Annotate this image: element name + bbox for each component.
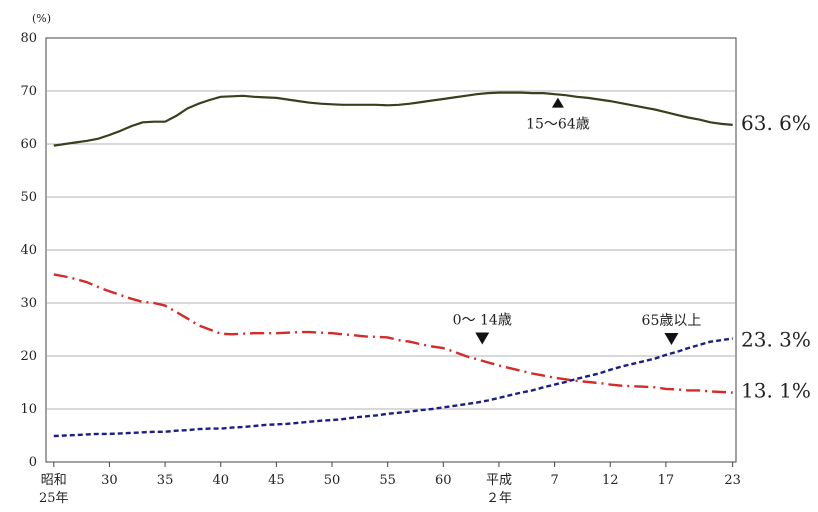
x-tick-label: 60 [435, 473, 452, 488]
y-unit-label: (%) [32, 12, 51, 25]
series-line-child [53, 273, 733, 394]
y-tick-label: 10 [20, 402, 37, 417]
annotation-marker-child [475, 332, 490, 345]
annotation-marker-elderly [664, 333, 679, 346]
annotation-label-child: 0～ 14歳 [453, 313, 512, 329]
end-label-child: 13. 1% [741, 379, 811, 403]
x-tick-label: 35 [157, 473, 174, 488]
end-label-working: 63. 6% [741, 111, 811, 135]
annotation-label-working: 15～64歳 [526, 117, 590, 133]
series-line-elderly [53, 337, 733, 438]
end-label-elderly: 23. 3% [741, 328, 811, 352]
gridlines [46, 90, 736, 410]
end-labels: 63. 6% 23. 3% 13. 1% [741, 111, 811, 403]
x-tick-label: 平成 [486, 473, 512, 488]
x-tick-label: 17 [658, 473, 675, 488]
x-tick-label: 40 [212, 473, 229, 488]
x-tick-label: 昭和 [41, 473, 67, 488]
x-tick-label: 23 [724, 473, 741, 488]
y-tick-label: 40 [20, 243, 37, 258]
y-tick-label: 0 [29, 455, 37, 470]
series-line-working [53, 91, 733, 147]
y-tick-label: 80 [20, 31, 37, 46]
x-axis: 昭和 25年 30 35 40 45 50 55 60 平成 ２年 7 12 17 23 [39, 462, 741, 506]
series-lines [53, 91, 733, 438]
annotations: 15～64歳 0～ 14歳 65歳以上 [453, 97, 702, 346]
x-tick-label-line2: ２年 [486, 491, 512, 506]
x-tick-label: 12 [602, 473, 619, 488]
x-tick-label-line2: 25年 [39, 491, 69, 506]
x-tick-label: 55 [379, 473, 396, 488]
y-tick-label: 60 [20, 137, 37, 152]
annotation-label-elderly: 65歳以上 [642, 313, 702, 329]
y-tick-label: 50 [20, 190, 37, 205]
x-tick-label: 45 [268, 473, 285, 488]
y-tick-label: 20 [20, 349, 37, 364]
x-tick-label: 7 [550, 473, 558, 488]
y-axis: 0 10 20 30 40 50 60 70 80 [20, 31, 37, 470]
x-tick-label: 30 [101, 473, 118, 488]
x-tick-label: 50 [324, 473, 341, 488]
annotation-marker-working [551, 97, 564, 108]
y-tick-label: 30 [20, 296, 37, 311]
y-tick-label: 70 [20, 84, 37, 99]
